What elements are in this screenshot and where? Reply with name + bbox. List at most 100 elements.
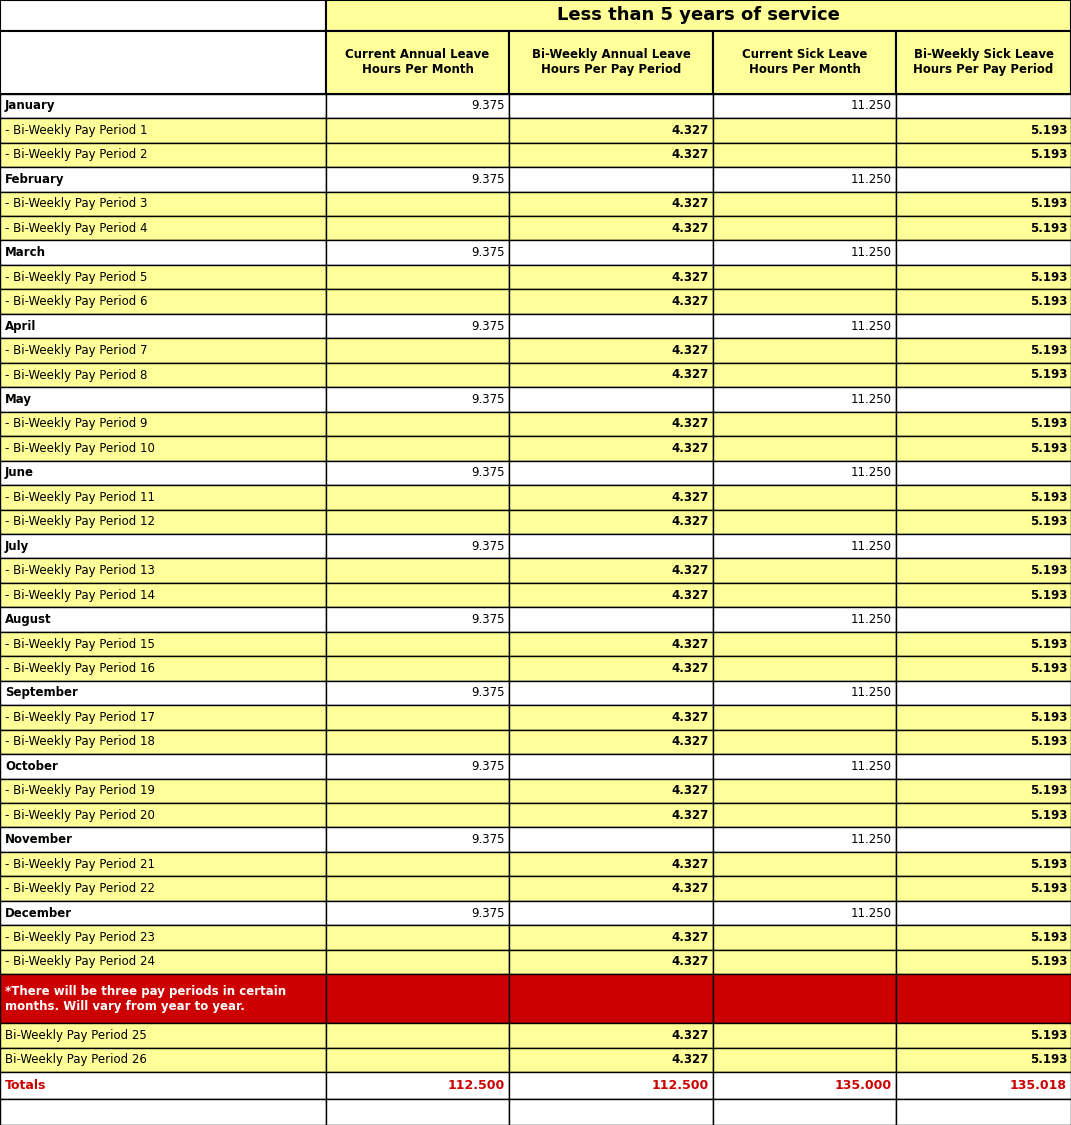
Bar [509,730,713,754]
Text: 4.327: 4.327 [672,124,709,137]
Text: Bi-Weekly Pay Period 25: Bi-Weekly Pay Period 25 [5,1029,147,1042]
Text: 4.327: 4.327 [672,222,709,235]
Bar [326,143,509,168]
Text: 5.193: 5.193 [1029,784,1067,798]
Bar [509,216,713,241]
Text: - Bi-Weekly Pay Period 22: - Bi-Weekly Pay Period 22 [5,882,155,896]
Bar [326,412,509,436]
Bar [509,314,713,339]
Bar [896,828,1071,852]
Text: - Bi-Weekly Pay Period 17: - Bi-Weekly Pay Period 17 [5,711,155,723]
Text: 4.327: 4.327 [672,955,709,969]
Bar [713,876,896,901]
Text: 5.193: 5.193 [1029,711,1067,723]
Text: 11.250: 11.250 [851,907,892,919]
Bar [0,583,326,608]
Bar [326,656,509,681]
Bar [896,558,1071,583]
Bar [896,681,1071,705]
Bar [326,362,509,387]
Text: - Bi-Weekly Pay Period 15: - Bi-Weekly Pay Period 15 [5,638,155,650]
Bar [0,534,326,558]
Bar [0,436,326,460]
Text: 4.327: 4.327 [672,588,709,602]
Text: 4.327: 4.327 [672,882,709,896]
Bar [509,387,713,412]
Bar [896,241,1071,266]
Bar [509,632,713,656]
Bar [326,730,509,754]
Bar [896,1072,1071,1098]
Text: 5.193: 5.193 [1029,124,1067,137]
Text: 112.500: 112.500 [448,1079,506,1091]
Bar [509,803,713,828]
Bar [326,387,509,412]
Text: 11.250: 11.250 [851,393,892,406]
Text: 11.250: 11.250 [851,467,892,479]
Bar [896,339,1071,362]
Bar [509,558,713,583]
Bar [713,950,896,974]
Text: 9.375: 9.375 [471,540,506,552]
Bar [713,534,896,558]
Bar [896,485,1071,510]
Bar [896,754,1071,778]
Text: - Bi-Weekly Pay Period 3: - Bi-Weekly Pay Period 3 [5,197,148,210]
Bar [896,632,1071,656]
Bar [0,143,326,168]
Text: 4.327: 4.327 [672,564,709,577]
Bar [326,681,509,705]
Text: 9.375: 9.375 [471,834,506,846]
Text: - Bi-Weekly Pay Period 9: - Bi-Weekly Pay Period 9 [5,417,148,431]
Bar [896,510,1071,534]
Bar [0,387,326,412]
Bar [713,754,896,778]
Bar [326,901,509,925]
Bar [713,30,896,93]
Bar [326,460,509,485]
Text: 5.193: 5.193 [1029,955,1067,969]
Text: 5.193: 5.193 [1029,515,1067,529]
Text: 9.375: 9.375 [471,907,506,919]
Text: September: September [5,686,78,700]
Bar [0,754,326,778]
Text: 112.500: 112.500 [652,1079,709,1091]
Bar [0,705,326,730]
Bar [713,241,896,266]
Bar [896,730,1071,754]
Text: 5.193: 5.193 [1029,882,1067,896]
Text: 4.327: 4.327 [672,784,709,798]
Bar [896,705,1071,730]
Bar [0,925,326,950]
Text: 4.327: 4.327 [672,932,709,944]
Bar [896,362,1071,387]
Bar [0,93,326,118]
Text: December: December [5,907,72,919]
Bar [713,314,896,339]
Bar [713,485,896,510]
Bar [509,681,713,705]
Text: 9.375: 9.375 [471,686,506,700]
Text: 4.327: 4.327 [672,295,709,308]
Bar [896,1047,1071,1072]
Bar [509,583,713,608]
Bar [509,1047,713,1072]
Text: June: June [5,467,34,479]
Bar [326,1047,509,1072]
Bar [509,901,713,925]
Bar [326,852,509,876]
Bar [713,852,896,876]
Bar [326,778,509,803]
Bar [509,168,713,191]
Bar [326,191,509,216]
Bar [713,901,896,925]
Text: - Bi-Weekly Pay Period 4: - Bi-Weekly Pay Period 4 [5,222,148,235]
Bar [509,754,713,778]
Bar [896,118,1071,143]
Bar [896,876,1071,901]
Bar [896,852,1071,876]
Text: - Bi-Weekly Pay Period 8: - Bi-Weekly Pay Period 8 [5,369,148,381]
Bar [0,289,326,314]
Bar [326,1072,509,1098]
Bar [509,143,713,168]
